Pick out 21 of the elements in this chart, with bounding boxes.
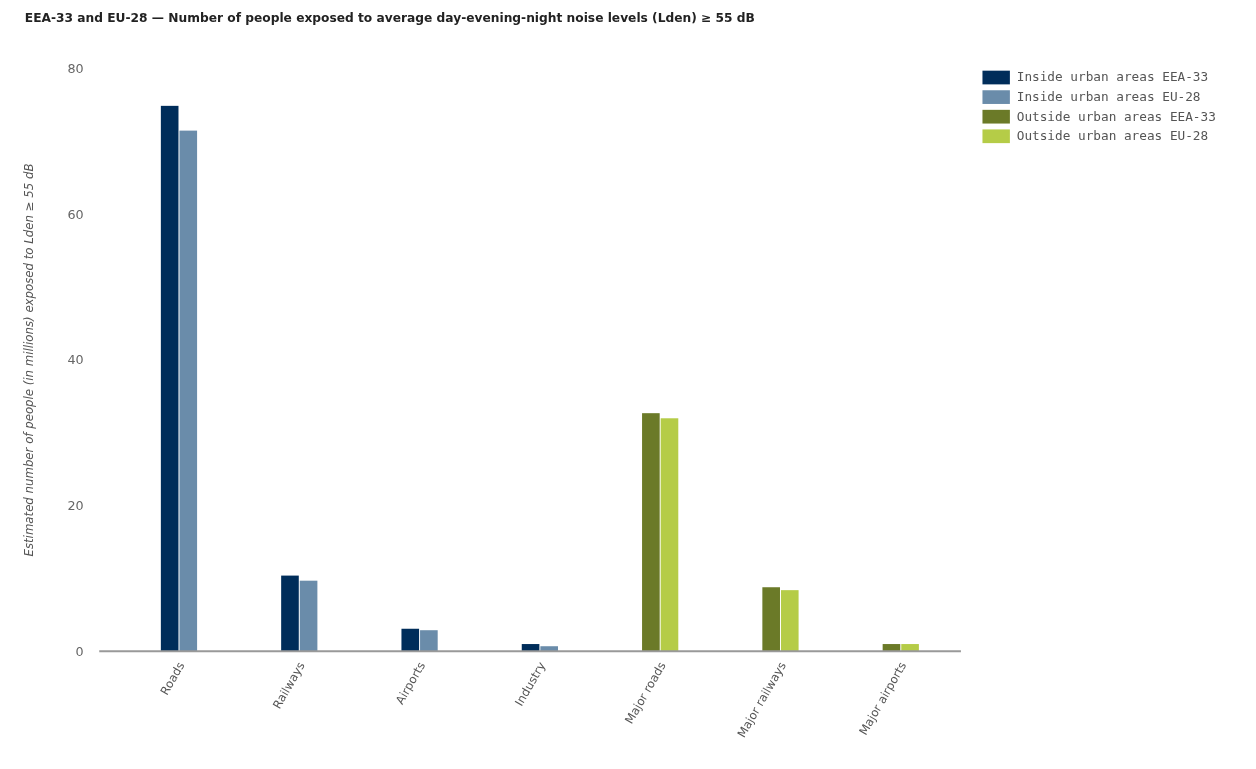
bar [642, 413, 660, 652]
y-tick-label: 20 [67, 498, 84, 514]
legend-label: Outside urban areas EU-28 [1016, 128, 1209, 144]
y-tick-label: 60 [67, 206, 84, 222]
y-tick-label: 0 [75, 643, 84, 659]
y-axis-title: Estimated number of people (in millions) exposed to Lden ≥ 55 dB [21, 163, 36, 557]
bar [160, 105, 179, 652]
bar [281, 575, 299, 652]
y-tick-label: 80 [67, 61, 84, 77]
bar [179, 130, 198, 652]
bar [660, 418, 679, 652]
bar [780, 590, 799, 652]
legend-label: Outside urban areas EEA-33 [1016, 108, 1216, 124]
bar [401, 628, 420, 652]
bar [762, 587, 780, 652]
bar [299, 580, 318, 652]
legend-label: Inside urban areas EU-28 [1016, 89, 1201, 105]
y-tick-label: 40 [67, 352, 84, 368]
bar [420, 630, 438, 652]
chart-title: EEA-33 and EU-28 — Number of people exposed to average day-evening-night noise levels (Lden) ≥ 55 dB [24, 10, 755, 25]
legend-label: Inside urban areas EEA-33 [1016, 69, 1209, 85]
